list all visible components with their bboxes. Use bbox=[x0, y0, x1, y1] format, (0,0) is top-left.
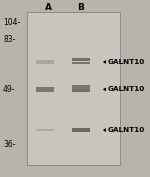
Text: B: B bbox=[78, 4, 84, 12]
Bar bbox=[72, 89, 90, 92]
Bar bbox=[72, 61, 90, 64]
Text: GALNT10: GALNT10 bbox=[108, 86, 145, 92]
Text: GALNT10: GALNT10 bbox=[108, 127, 145, 133]
Bar bbox=[72, 85, 90, 89]
Text: 49-: 49- bbox=[3, 85, 15, 94]
Bar bbox=[36, 87, 54, 92]
Bar bbox=[27, 12, 120, 165]
Bar bbox=[36, 129, 54, 131]
Bar bbox=[36, 60, 54, 64]
Text: 83-: 83- bbox=[3, 35, 15, 44]
Polygon shape bbox=[103, 128, 106, 132]
Text: 36-: 36- bbox=[3, 140, 15, 149]
Bar bbox=[72, 58, 90, 61]
Polygon shape bbox=[103, 60, 106, 64]
Text: A: A bbox=[45, 4, 51, 12]
Text: 104-: 104- bbox=[3, 18, 20, 27]
Text: GALNT10: GALNT10 bbox=[108, 59, 145, 65]
Polygon shape bbox=[103, 87, 106, 91]
Bar bbox=[72, 128, 90, 132]
